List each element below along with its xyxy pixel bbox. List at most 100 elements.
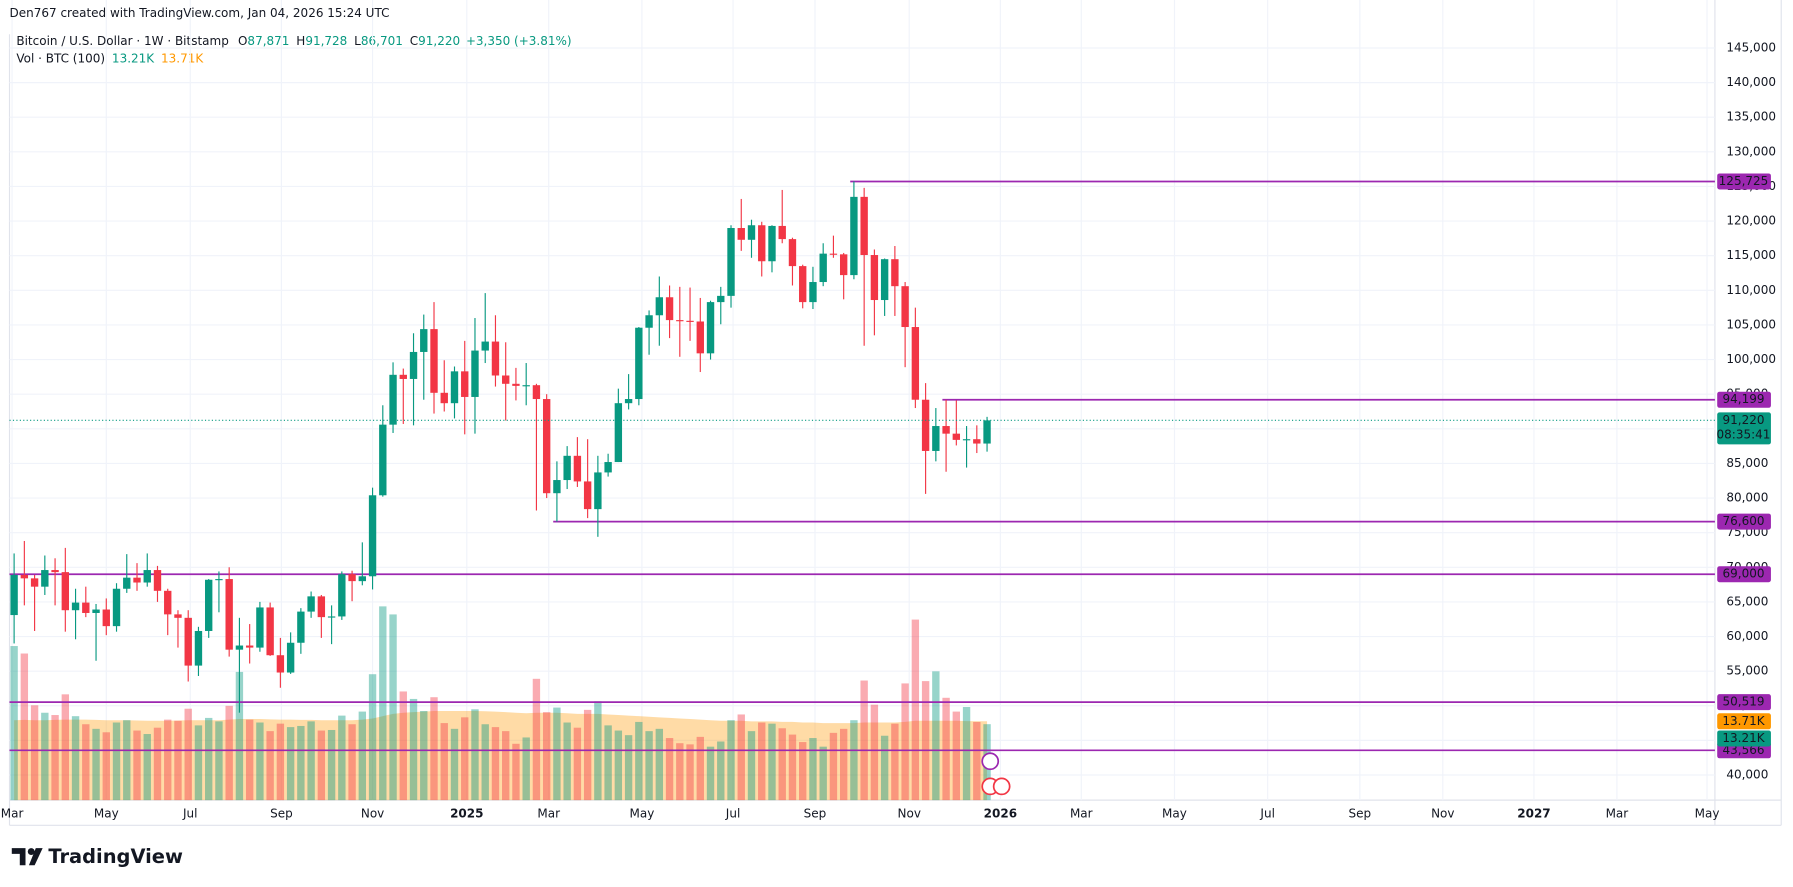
volume-bar <box>614 730 623 801</box>
volume-bar <box>799 742 807 801</box>
level-label-box <box>1717 391 1771 408</box>
volume-bar <box>358 711 367 801</box>
volume-bar <box>563 722 571 801</box>
candle-body <box>973 439 981 444</box>
candle-body <box>215 579 223 581</box>
x-tick-label: Sep <box>1349 806 1372 820</box>
volume-bar <box>123 720 131 801</box>
candle-body <box>389 374 397 425</box>
candle-body <box>491 341 500 376</box>
candle-body <box>604 462 612 473</box>
countdown-label: 08:35:41 <box>1717 428 1771 442</box>
x-tick-label: Nov <box>361 806 384 820</box>
volume-value: 13.21K <box>112 51 155 65</box>
candle-body <box>839 254 848 276</box>
candle-body <box>635 327 643 400</box>
candle-body <box>164 590 172 615</box>
volume-bar <box>20 653 29 801</box>
y-tick-label: 60,000 <box>1726 629 1768 643</box>
candle-body <box>30 578 39 587</box>
x-tick-label: May <box>1695 806 1720 820</box>
y-tick-label: 120,000 <box>1726 214 1776 228</box>
logo-part <box>11 848 26 866</box>
candle-body <box>450 371 459 404</box>
candle-body <box>358 576 367 582</box>
x-tick-label: Mar <box>1606 806 1629 820</box>
volume-bar <box>41 712 49 801</box>
volume-bar <box>245 719 254 801</box>
candle-body <box>932 426 940 451</box>
candle-body <box>799 266 807 303</box>
candle-body <box>133 577 141 583</box>
candle-body <box>747 225 756 240</box>
candle-body <box>942 426 950 434</box>
candle-body <box>184 617 192 666</box>
y-tick-label: 105,000 <box>1726 317 1776 331</box>
volume-bar <box>706 746 715 801</box>
event-icon <box>981 752 1000 771</box>
x-tick-label: 2026 <box>984 806 1017 820</box>
volume-ma-value: 13.71K <box>161 51 204 65</box>
candle-body <box>532 385 541 400</box>
candle-body <box>921 399 930 451</box>
candle-body <box>256 607 264 648</box>
candle-body <box>850 196 858 276</box>
brand-logo <box>11 848 43 866</box>
volume-bar <box>368 674 377 801</box>
volume-label: 13.21K <box>1722 731 1765 745</box>
volume-bar <box>82 724 90 801</box>
x-tick-label: Nov <box>1431 806 1454 820</box>
candle-body <box>153 570 162 591</box>
volume-box <box>1717 730 1771 747</box>
candle-body <box>583 481 592 510</box>
candle-body <box>20 574 29 579</box>
candle-body <box>71 602 80 611</box>
last-price-box <box>1717 412 1771 445</box>
candle-body <box>276 655 285 673</box>
volume-bar <box>215 721 223 801</box>
volume-bar <box>266 731 274 801</box>
volume-bar <box>450 728 459 801</box>
level-label: 125,725 <box>1719 174 1769 188</box>
volume-bar <box>696 736 704 801</box>
volume-bar <box>92 728 100 801</box>
volume-bar <box>461 717 469 801</box>
candle-body <box>901 286 909 328</box>
candle-body <box>297 611 305 643</box>
x-tick-label: May <box>630 806 655 820</box>
volume-bar <box>327 729 336 801</box>
volume-bar <box>819 746 827 801</box>
volume-bar <box>553 707 561 801</box>
volume-bar <box>921 681 930 801</box>
y-tick-label: 140,000 <box>1726 75 1776 89</box>
volume-bar <box>962 706 971 801</box>
volume-bar <box>440 723 448 801</box>
volume-bar <box>542 712 551 801</box>
y-tick-label: 135,000 <box>1726 110 1776 124</box>
candle-body <box>594 472 602 510</box>
volume-bar <box>727 720 735 801</box>
volume-bar <box>932 671 940 801</box>
volume-bar <box>133 730 141 801</box>
candle-body <box>860 196 868 256</box>
volume-ma-area <box>14 711 988 801</box>
candle-body <box>205 579 213 631</box>
volume-bar <box>676 743 684 801</box>
candle-body <box>870 255 879 301</box>
candle-body <box>911 327 920 400</box>
candle-body <box>542 399 551 494</box>
y-tick-label: 85,000 <box>1726 456 1768 470</box>
candle-body <box>645 315 653 328</box>
volume-bar <box>635 721 643 801</box>
ohlc-key: L <box>354 34 361 48</box>
candle-body <box>696 321 704 354</box>
volume-bar <box>532 678 541 801</box>
candle-body <box>51 570 59 573</box>
volume-bar <box>174 720 182 801</box>
candle-body <box>286 642 295 673</box>
level-label-box <box>1717 173 1771 190</box>
ohlc-key: C <box>410 34 418 48</box>
volume-bar <box>379 606 387 801</box>
